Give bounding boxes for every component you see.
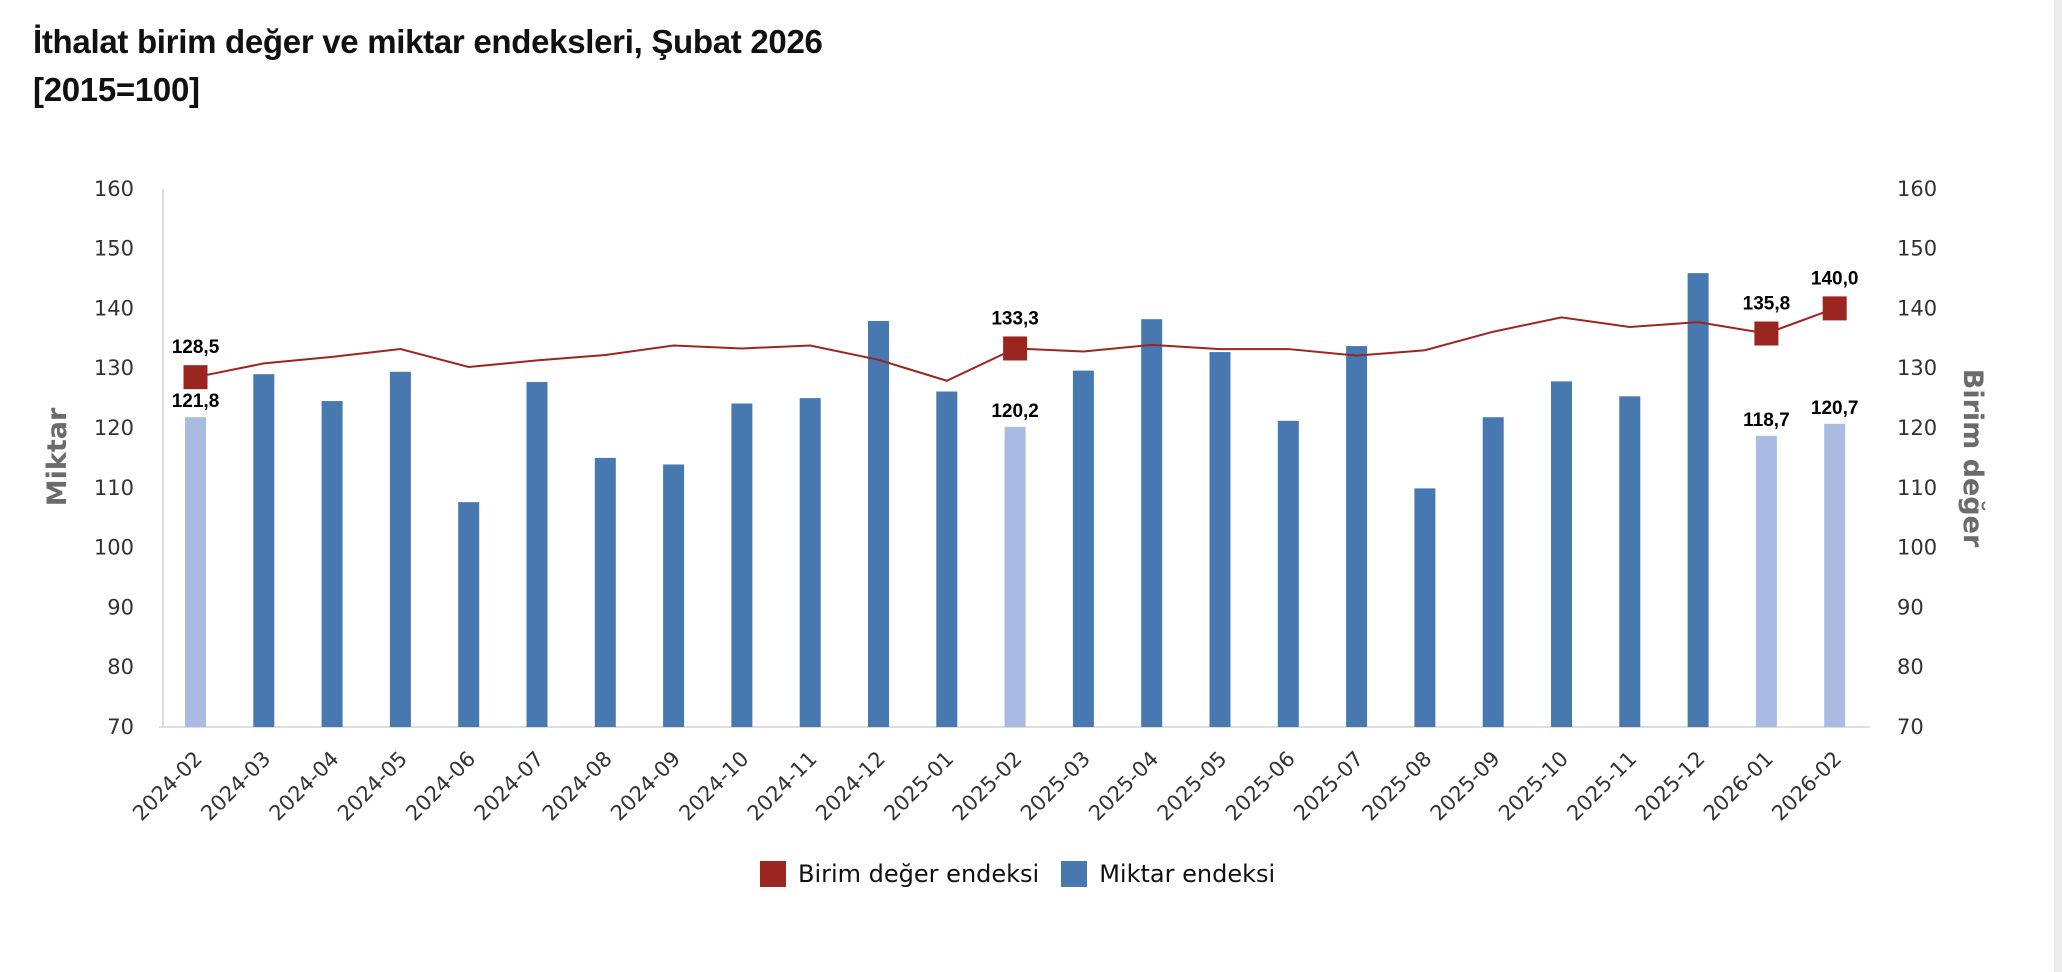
marker-birim-deger xyxy=(183,365,208,390)
x-tick-label: 2025-10 xyxy=(1494,747,1573,826)
y-tick-label-right: 100 xyxy=(1897,536,1937,560)
y-tick-label-right: 160 xyxy=(1897,177,1937,201)
y-tick-label-left: 70 xyxy=(107,715,134,739)
bar-miktar xyxy=(1004,426,1026,727)
y-tick-label-right: 80 xyxy=(1897,655,1924,679)
bar-miktar xyxy=(321,401,343,727)
data-labels: 128,5 133,3 135,8 140,0 121,8 120,2 118,7 120,7 xyxy=(172,268,1859,430)
legend: Birim değer endeksi Miktar endeksi xyxy=(760,860,1297,888)
x-tick-label: 2024-11 xyxy=(743,747,822,826)
x-tick-label: 2024-07 xyxy=(470,747,549,826)
x-tick-label: 2025-01 xyxy=(879,747,958,826)
y-tick-label-right: 70 xyxy=(1897,715,1924,739)
bar-miktar xyxy=(1209,352,1231,727)
y-tick-label-left: 80 xyxy=(107,655,134,679)
y-tick-label-right: 150 xyxy=(1897,237,1937,261)
bar-miktar xyxy=(731,403,753,727)
bar-miktar xyxy=(185,417,206,727)
bar-miktar xyxy=(1141,319,1163,727)
x-tick-label: 2024-05 xyxy=(333,747,412,826)
bar-miktar xyxy=(1687,273,1709,727)
bar-miktar xyxy=(1619,396,1641,727)
y-tick-label-right: 140 xyxy=(1897,296,1937,320)
bar-miktar xyxy=(389,371,411,727)
bar-miktar xyxy=(458,502,480,727)
bar-miktar xyxy=(253,374,275,727)
data-label-birim-deger: 140,0 xyxy=(1811,268,1859,289)
bars-series xyxy=(185,273,1846,727)
bar-miktar xyxy=(1482,417,1504,727)
bar-miktar xyxy=(594,457,616,727)
line-series xyxy=(183,296,1847,390)
legend-swatch-miktar xyxy=(1061,861,1088,887)
legend-item-birim-deger[interactable]: Birim değer endeksi xyxy=(760,860,1039,888)
y-tick-label-left: 150 xyxy=(94,237,134,261)
bar-miktar xyxy=(1551,381,1572,727)
bar-miktar xyxy=(799,398,821,727)
bar-miktar xyxy=(1824,423,1846,727)
y-tick-label-right: 110 xyxy=(1897,476,1937,500)
x-tick-label: 2025-11 xyxy=(1562,747,1641,826)
x-tick-label: 2024-09 xyxy=(606,747,685,826)
marker-birim-deger xyxy=(1754,321,1779,346)
x-tick-label: 2026-02 xyxy=(1767,747,1846,826)
marker-birim-deger xyxy=(1003,336,1028,361)
y-tick-label-left: 100 xyxy=(94,536,134,560)
marker-birim-deger xyxy=(1822,296,1847,321)
y-axis-title-left: Miktar xyxy=(42,407,73,506)
bar-miktar xyxy=(936,391,958,727)
y-tick-label-left: 160 xyxy=(94,177,134,201)
x-tick-label: 2024-06 xyxy=(401,747,480,826)
x-tick-label: 2025-07 xyxy=(1289,747,1368,826)
x-tick-label: 2024-12 xyxy=(811,747,890,826)
data-label-miktar: 121,8 xyxy=(172,391,220,412)
x-tick-label: 2025-08 xyxy=(1357,747,1436,826)
x-tick-label: 2025-09 xyxy=(1426,747,1505,826)
x-tick-label: 2024-02 xyxy=(128,747,207,826)
x-tick-label: 2024-08 xyxy=(538,747,617,826)
y-tick-label-left: 130 xyxy=(94,356,134,380)
legend-label-birim-deger: Birim değer endeksi xyxy=(798,860,1040,888)
legend-item-miktar[interactable]: Miktar endeksi xyxy=(1061,860,1275,888)
x-tick-label: 2024-04 xyxy=(265,747,344,826)
x-tick-label: 2025-05 xyxy=(1153,747,1232,826)
data-label-birim-deger: 128,5 xyxy=(172,337,220,358)
y-tick-label-right: 90 xyxy=(1897,595,1924,619)
data-label-miktar: 118,7 xyxy=(1743,410,1790,431)
x-tick-label: 2025-06 xyxy=(1221,747,1300,826)
chart-subtitle: [2015=100] xyxy=(33,71,200,108)
data-label-miktar: 120,2 xyxy=(991,401,1039,422)
y-tick-label-left: 90 xyxy=(107,595,134,619)
y-tick-label-left: 110 xyxy=(94,476,134,500)
y-tick-label-left: 140 xyxy=(94,296,134,320)
x-tick-label: 2024-03 xyxy=(196,747,275,826)
x-tick-label: 2025-04 xyxy=(1084,747,1163,826)
y-axis-title-right: Birim değer xyxy=(1957,369,1988,548)
scrollbar-track[interactable] xyxy=(2054,0,2062,972)
bar-miktar xyxy=(1072,370,1094,727)
chart-title-line1: İthalat birim değer ve miktar endeksleri… xyxy=(33,23,823,60)
y-tick-label-right: 120 xyxy=(1897,416,1937,440)
bar-miktar xyxy=(663,464,685,727)
chart-title: İthalat birim değer ve miktar endeksleri… xyxy=(33,18,823,114)
y-tick-label-right: 130 xyxy=(1897,356,1937,380)
legend-label-miktar: Miktar endeksi xyxy=(1099,860,1276,888)
data-label-birim-deger: 135,8 xyxy=(1743,294,1791,315)
x-tick-label: 2025-12 xyxy=(1631,747,1710,826)
x-tick-label: 2026-01 xyxy=(1699,747,1778,826)
bar-miktar xyxy=(1346,346,1368,727)
x-tick-label: 2024-10 xyxy=(674,747,753,826)
data-label-miktar: 120,7 xyxy=(1811,398,1859,419)
data-label-birim-deger: 133,3 xyxy=(991,308,1039,329)
bar-miktar xyxy=(1277,420,1299,727)
y-tick-label-left: 120 xyxy=(94,416,134,440)
bar-miktar xyxy=(868,320,889,727)
x-tick-label: 2025-03 xyxy=(1016,747,1095,826)
bar-miktar xyxy=(1414,488,1436,727)
x-tick-label: 2025-02 xyxy=(948,747,1027,826)
bar-miktar xyxy=(1755,435,1777,727)
bar-miktar xyxy=(526,381,548,727)
legend-swatch-birim-deger xyxy=(760,861,786,887)
